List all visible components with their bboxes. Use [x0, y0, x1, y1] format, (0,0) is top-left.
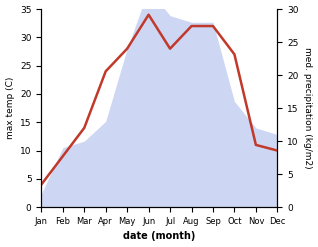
Y-axis label: med. precipitation (kg/m2): med. precipitation (kg/m2) [303, 47, 313, 169]
Y-axis label: max temp (C): max temp (C) [5, 77, 15, 139]
X-axis label: date (month): date (month) [123, 231, 196, 242]
